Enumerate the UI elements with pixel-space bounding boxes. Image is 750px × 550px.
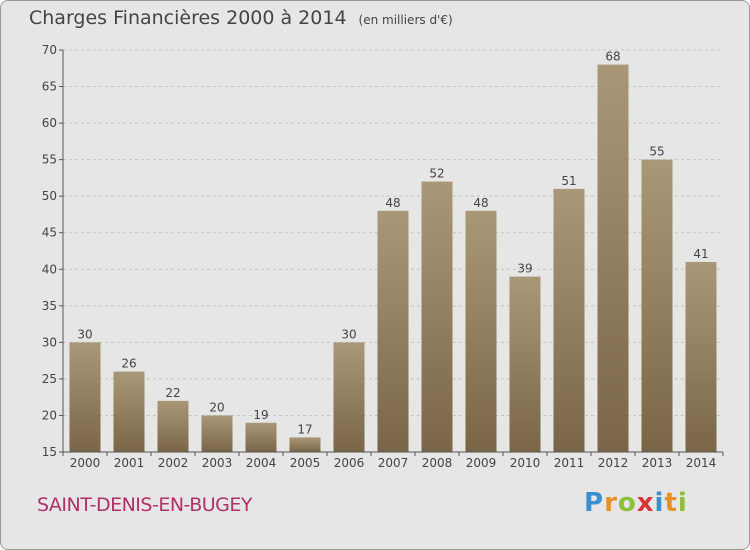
- x-tick-label-2002: 2002: [158, 456, 189, 470]
- bar-2006: [333, 342, 365, 452]
- data-label-2001: 26: [121, 357, 136, 371]
- bar-2004: [245, 422, 277, 452]
- data-label-2012: 68: [605, 50, 620, 64]
- data-labels: 30 26 22 20 19 17 30 48 52 48 39 51 68 55 41: [77, 50, 708, 437]
- y-tick-label: 35: [42, 299, 57, 313]
- bars: [69, 64, 717, 453]
- bar-2003: [201, 415, 233, 452]
- x-tick-label-2000: 2000: [70, 456, 101, 470]
- y-tick-label: 65: [42, 80, 57, 94]
- data-label-2006: 30: [341, 327, 356, 341]
- proxiti-logo[interactable]: Proxiti: [584, 488, 688, 518]
- data-label-2013: 55: [649, 145, 664, 159]
- x-tick-label-2013: 2013: [642, 456, 673, 470]
- x-tick-label-2007: 2007: [378, 456, 409, 470]
- x-tick-label-2011: 2011: [554, 456, 585, 470]
- y-tick-label: 40: [42, 262, 57, 276]
- x-tick-label-2006: 2006: [334, 456, 365, 470]
- bar-2002: [157, 400, 189, 452]
- data-label-2002: 22: [165, 386, 180, 400]
- y-tick-label: 45: [42, 226, 57, 240]
- x-tick-label-2003: 2003: [202, 456, 233, 470]
- x-tick-label-2001: 2001: [114, 456, 145, 470]
- bar-2001: [113, 371, 145, 452]
- x-tick-label-2012: 2012: [598, 456, 629, 470]
- bar-2013: [641, 159, 673, 453]
- x-tick-label-2005: 2005: [290, 456, 321, 470]
- bar-2007: [377, 210, 409, 452]
- logo-letter: x: [636, 488, 655, 518]
- data-label-2004: 19: [253, 408, 268, 422]
- chart-title-text: Charges Financières 2000 à 2014: [29, 7, 347, 29]
- bar-2009: [465, 210, 497, 452]
- axes: 15 20 25 30 35 40 45 50 55 60 65 70 2000 2001 2002 2003…: [42, 43, 724, 470]
- y-tick-label: 55: [42, 153, 57, 167]
- bar-2000: [69, 342, 101, 452]
- data-label-2000: 30: [77, 327, 92, 341]
- x-tick-label-2010: 2010: [510, 456, 541, 470]
- x-tick-label-2004: 2004: [246, 456, 277, 470]
- bar-2008: [421, 181, 453, 452]
- logo-letter: r: [604, 488, 618, 518]
- data-label-2009: 48: [473, 196, 488, 210]
- bar-2010: [509, 276, 541, 452]
- logo-letter: P: [584, 488, 605, 518]
- bar-2014: [685, 261, 717, 452]
- commune-name: SAINT-DENIS-EN-BUGEY: [37, 494, 253, 516]
- logo-letter: i: [654, 488, 665, 518]
- data-label-2010: 39: [517, 262, 532, 276]
- data-label-2008: 52: [429, 167, 444, 181]
- logo-text: Proxiti: [584, 488, 688, 518]
- y-tick-label: 50: [42, 189, 57, 203]
- data-label-2007: 48: [385, 196, 400, 210]
- x-tick-label-2009: 2009: [466, 456, 497, 470]
- bar-2011: [553, 188, 585, 452]
- x-tick-label-2014: 2014: [686, 456, 717, 470]
- chart-unit-note: (en milliers d'€): [358, 13, 453, 27]
- y-tick-label: 70: [42, 43, 57, 57]
- x-tick-label-2008: 2008: [422, 456, 453, 470]
- y-tick-label: 30: [42, 335, 57, 349]
- data-label-2005: 17: [297, 422, 312, 436]
- y-tick-label: 25: [42, 372, 57, 386]
- logo-letter: o: [617, 488, 637, 518]
- logo-letter: t: [664, 488, 678, 518]
- bar-2005: [289, 437, 321, 452]
- y-tick-label: 60: [42, 116, 57, 130]
- bar-2012: [597, 64, 629, 453]
- data-label-2003: 20: [209, 400, 224, 414]
- logo-letter: i: [677, 488, 688, 518]
- data-label-2011: 51: [561, 174, 576, 188]
- y-tick-label: 15: [42, 445, 57, 459]
- chart-title: Charges Financières 2000 à 2014 (en milli…: [29, 7, 453, 29]
- y-tick-label: 20: [42, 408, 57, 422]
- data-label-2014: 41: [693, 247, 708, 261]
